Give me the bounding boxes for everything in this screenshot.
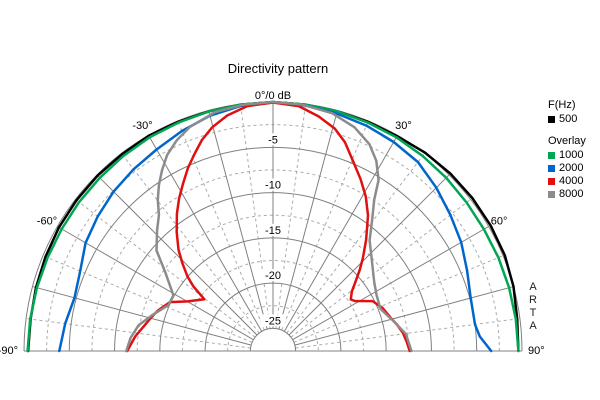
grid-circle-dashed xyxy=(181,260,365,352)
grid-radial-solid xyxy=(278,110,338,330)
legend-item-8000: 8000 xyxy=(548,188,600,201)
grid-radial-dashed xyxy=(281,120,369,331)
legend-label-8000: 8000 xyxy=(559,188,584,200)
grid-radial-solid xyxy=(292,226,489,341)
grid-radial-dashed xyxy=(121,153,260,334)
grid-circle-solid xyxy=(68,146,478,352)
db-tick-label: -5 xyxy=(268,134,278,146)
db-label-chip xyxy=(261,269,285,282)
grid-radial-dashed xyxy=(42,255,253,343)
legend-item-500: 500 xyxy=(548,113,600,126)
db-label-chip xyxy=(261,178,285,191)
legend-item-4000: 4000 xyxy=(548,175,600,188)
grid-radial-solid xyxy=(57,226,254,341)
arta-watermark: A R T A xyxy=(529,281,537,332)
db-tick-label: -15 xyxy=(265,225,281,237)
legend-swatch-500 xyxy=(548,116,555,123)
angle-tick-label--90: -90° xyxy=(0,345,18,357)
db-label-chip xyxy=(261,223,285,236)
db-tick-label: -10 xyxy=(265,180,281,192)
grid-radial-dashed xyxy=(75,199,256,338)
grid-radial-dashed xyxy=(290,199,471,338)
grid-circle-solid xyxy=(114,192,432,352)
angle-tick-label--30: -30° xyxy=(132,120,152,132)
grid-radial-dashed xyxy=(26,318,251,349)
grid-radial-dashed xyxy=(295,318,520,349)
legend-label-1000: 1000 xyxy=(559,149,584,161)
grid-radial-solid xyxy=(148,135,263,332)
grid-radial-solid xyxy=(32,286,252,346)
angle-tick-label-90: 90° xyxy=(528,345,545,357)
angle-tick-label-30: 30° xyxy=(395,120,412,132)
db-label-chip xyxy=(261,133,285,146)
db-tick-label: -20 xyxy=(265,270,281,282)
legend-item-1000: 1000 xyxy=(548,149,600,162)
grid-radial-solid xyxy=(288,174,450,336)
grid-circle-solid xyxy=(249,328,297,352)
db-label-chip xyxy=(261,314,285,327)
legend-item-2000: 2000 xyxy=(548,162,600,175)
legend-freq-header: F(Hz) xyxy=(548,99,576,111)
legend-label-2000: 2000 xyxy=(559,162,584,174)
curve-8000hz xyxy=(125,100,413,353)
legend: F(Hz) 500 Overlay 1000 2000 4000 8000 xyxy=(548,99,600,201)
grid-radial-dashed xyxy=(177,120,265,331)
legend-swatch-2000 xyxy=(548,165,555,172)
angle-tick-label-60: 60° xyxy=(491,216,508,228)
grid-radial-solid xyxy=(208,110,268,330)
grid-radial-solid xyxy=(96,174,258,336)
angle-tick-label-0: 0°/0 dB xyxy=(255,90,291,102)
grid-circle-solid xyxy=(204,282,342,352)
legend-label-4000: 4000 xyxy=(559,175,584,187)
grid-radial-dashed xyxy=(286,153,425,334)
grid-circle-dashed xyxy=(136,214,410,352)
legend-swatch-8000 xyxy=(548,191,555,198)
legend-label-500: 500 xyxy=(559,113,578,125)
legend-swatch-4000 xyxy=(548,178,555,185)
grid-radial-dashed xyxy=(240,104,271,329)
grid-radial-solid xyxy=(283,135,398,332)
grid-radial-solid xyxy=(294,286,514,346)
db-tick-label: -25 xyxy=(265,315,281,327)
legend-overlay-header: Overlay xyxy=(548,135,586,147)
chart-title: Directivity pattern xyxy=(227,61,329,76)
grid-radial-dashed xyxy=(275,104,306,329)
grid-circle-dashed xyxy=(227,305,319,352)
angle-tick-label--60: -60° xyxy=(37,216,57,228)
legend-swatch-1000 xyxy=(548,152,555,159)
